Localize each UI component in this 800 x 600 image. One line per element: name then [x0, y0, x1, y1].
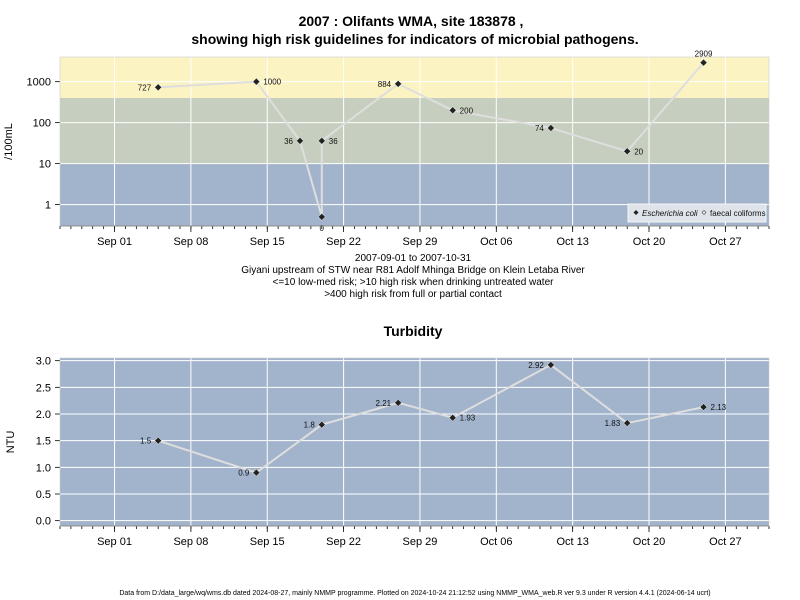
data-point	[154, 83, 163, 92]
data-label: 2.13	[711, 403, 727, 412]
data-label: 1000	[263, 78, 281, 87]
x-tick-label: Oct 13	[556, 236, 588, 248]
data-point	[317, 136, 326, 145]
data-label: 36	[329, 137, 338, 146]
data-label: 1.83	[605, 419, 621, 428]
x-tick-label: Sep 22	[326, 236, 361, 248]
x-tick-label: Oct 20	[633, 536, 665, 548]
data-point	[296, 136, 304, 145]
data-point	[394, 398, 402, 407]
data-point	[252, 468, 261, 477]
data-label: 20	[634, 147, 643, 156]
data-point	[699, 403, 708, 411]
x-tick-label: Sep 01	[97, 236, 132, 248]
turbidity-panel: Sep 01 Sep 08 Sep 15 Sep 22 Sep 29 Oct 06 Oct …	[5, 356, 770, 548]
x-tick-label: Oct 06	[480, 236, 512, 248]
note-site-description: Giyani upstream of STW near R81 Adolf Mh…	[241, 265, 585, 276]
y-tick-label: 0.0	[36, 516, 51, 528]
data-point	[699, 58, 708, 67]
data-point	[317, 213, 326, 221]
y-tick-label: 2.5	[36, 382, 51, 394]
data-point	[394, 80, 402, 88]
legend-marker-ecoli	[633, 210, 639, 215]
legend-marker-faecal	[701, 210, 707, 215]
data-label: 2909	[695, 50, 713, 59]
x-tick-label: Oct 06	[480, 536, 512, 548]
x-tick-label: Oct 27	[709, 236, 741, 248]
data-label: 1.8	[304, 421, 316, 430]
data-point	[546, 361, 555, 369]
data-label: 884	[378, 80, 392, 89]
x-tick-label: Sep 01	[97, 536, 132, 548]
y-tick-label: 100	[33, 118, 51, 130]
chart-subtitle: showing high risk guidelines for indicat…	[191, 31, 638, 47]
legend-label-faecal: faecal coliforms	[710, 209, 766, 218]
data-label: 1.5	[140, 437, 152, 446]
data-point	[546, 124, 555, 132]
data-label: 0	[320, 224, 325, 233]
data-point	[623, 147, 632, 156]
y-tick-label: 0.5	[36, 489, 51, 501]
y-tick-label: 1	[45, 200, 51, 212]
note-drinking-risk: <=10 low-med risk; >10 high risk when dr…	[273, 277, 555, 288]
data-point	[448, 413, 457, 422]
data-label: 727	[138, 83, 152, 92]
footer-note: Data from D:/data_large/wq/wms.db dated …	[119, 590, 710, 597]
y-tick-label: 2.0	[36, 409, 51, 421]
legend-box	[627, 203, 767, 223]
y-tick-label: 1.5	[36, 436, 51, 448]
x-tick-label: Sep 08	[173, 236, 208, 248]
x-tick-label: Oct 20	[633, 236, 665, 248]
data-label: 2.92	[528, 361, 544, 370]
data-point	[448, 106, 457, 115]
y-axis-label: /100mL	[3, 123, 15, 160]
bacteria-panel: Sep 01 Sep 08 Sep 15 Sep 22 Sep 29 Oct 06 Oct …	[3, 50, 770, 248]
y-tick-label: 10	[39, 159, 51, 171]
data-point	[317, 420, 326, 429]
y-axis-label: NTU	[5, 431, 17, 454]
data-point	[623, 419, 632, 427]
data-label: 200	[460, 106, 474, 115]
risk-band-1	[60, 97, 769, 164]
turbidity-title: Turbidity	[384, 323, 443, 339]
x-tick-label: Oct 27	[709, 536, 741, 548]
note-date-range: 2007-09-01 to 2007-10-31	[355, 253, 472, 264]
chart-title: 2007 : Olifants WMA, site 183878 ,	[299, 13, 524, 29]
plot-background	[60, 358, 769, 526]
x-tick-label: Oct 13	[556, 536, 588, 548]
data-label: 0.9	[238, 469, 250, 478]
data-label: 74	[535, 124, 544, 133]
series-line	[157, 363, 704, 474]
note-contact-risk: >400 high risk from full or partial cont…	[324, 289, 502, 300]
data-label: 36	[284, 137, 293, 146]
data-label: 1.93	[460, 414, 476, 423]
data-point	[154, 436, 163, 445]
series-line	[158, 62, 705, 218]
y-tick-label: 1000	[27, 77, 51, 89]
plot-frame	[59, 56, 770, 227]
legend: Escherichia coli faecal coliforms	[627, 203, 767, 223]
data-label: 2.21	[376, 399, 392, 408]
x-tick-label: Sep 29	[403, 236, 438, 248]
legend-label-ecoli: Escherichia coli	[642, 209, 698, 218]
x-tick-label: Sep 15	[250, 236, 285, 248]
y-tick-label: 1.0	[36, 462, 51, 474]
x-tick-label: Sep 29	[403, 536, 438, 548]
x-tick-label: Sep 08	[173, 536, 208, 548]
data-point	[252, 77, 261, 86]
plot-frame	[59, 357, 770, 527]
x-tick-label: Sep 15	[250, 536, 285, 548]
y-tick-label: 3.0	[36, 356, 51, 368]
x-tick-label: Sep 22	[326, 536, 361, 548]
